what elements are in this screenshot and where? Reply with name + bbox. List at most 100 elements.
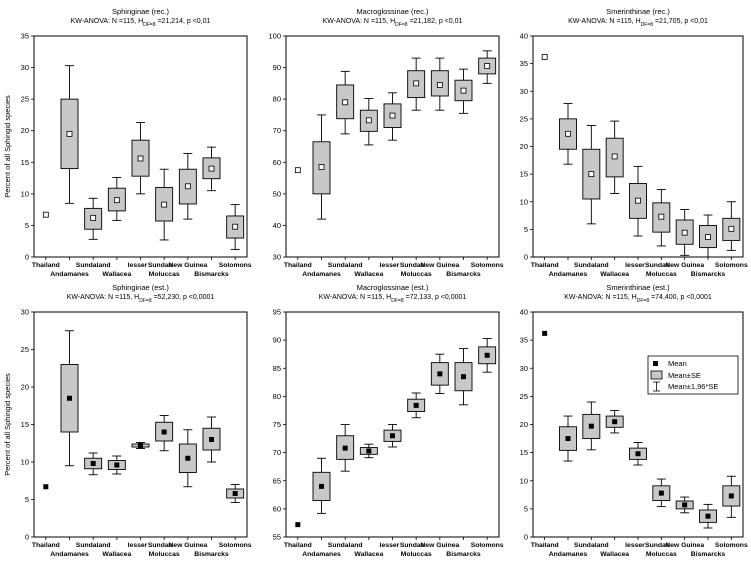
mean-marker: [413, 402, 419, 408]
category-label: Moluccas: [401, 551, 432, 558]
y-tick-label: 30: [21, 308, 29, 317]
category-label: Andamanes: [302, 551, 341, 558]
box-lesser-sundas: [131, 122, 150, 195]
mean-marker: [460, 87, 467, 94]
mean-marker: [588, 171, 595, 178]
category-label: Solomons: [219, 542, 252, 549]
box-new-guinea: [178, 152, 197, 220]
mean-marker: [635, 451, 641, 457]
box-sundaland: [582, 401, 601, 451]
category-label: lesser: [380, 542, 400, 549]
category-label: New Guinea: [420, 542, 459, 549]
legend-mean-label: Mean: [668, 359, 687, 368]
category-label: Sundas: [645, 262, 670, 269]
category-label: Bismarcks: [446, 271, 481, 278]
category-label: Sundas: [148, 542, 173, 549]
mean-marker: [728, 225, 735, 232]
y-tick-label: 5: [25, 495, 29, 504]
mean-marker: [161, 429, 167, 435]
mean-marker: [705, 513, 711, 519]
y-tick-label: 80: [273, 95, 281, 104]
category-label: Moluccas: [401, 271, 432, 278]
category-label: Thailand: [32, 542, 60, 549]
mean-marker: [184, 183, 191, 190]
legend-frame: [647, 355, 739, 395]
category-label: Sundaland: [76, 262, 111, 269]
y-tick-label: 100: [268, 32, 281, 41]
box-wallacea: [359, 98, 378, 146]
box-new-guinea: [430, 57, 449, 111]
box-moluccas: [155, 415, 174, 452]
chart-panel-6: Smerinthinae (est.) KW-ANOVA: N =115, HDF…: [520, 283, 748, 558]
mean-marker: [318, 164, 325, 170]
category-label: Andamanes: [302, 271, 341, 278]
mean-marker: [588, 423, 594, 429]
chart-panel-2: Macroglossinae (rec.) KW-ANOVA: N =115, H…: [268, 7, 503, 278]
y-tick-label: 15: [21, 420, 29, 429]
category-label: Wallacea: [600, 271, 629, 278]
category-label: Bismarcks: [691, 551, 726, 558]
box-bismarcks: [699, 214, 717, 258]
y-tick-label: 40: [520, 308, 528, 317]
y-tick-label: 70: [273, 126, 281, 135]
y-tick-label: 30: [273, 253, 281, 262]
category-label: New Guinea: [665, 542, 704, 549]
y-tick-label: 60: [273, 158, 281, 167]
box-sundaland: [84, 452, 103, 476]
mean-marker: [66, 130, 73, 137]
mean-marker: [232, 223, 239, 230]
box-moluccas: [407, 392, 426, 419]
mean-marker: [319, 483, 324, 489]
mean-marker: [90, 214, 97, 221]
category-label: Andamanes: [50, 551, 89, 558]
y-tick-label: 15: [520, 448, 528, 457]
panel-title: Smerinthinae (est.): [606, 283, 670, 292]
box-sundaland: [84, 197, 103, 240]
y-tick-label: 90: [273, 336, 281, 345]
category-label: Sundaland: [328, 542, 363, 549]
y-tick-label: 20: [520, 142, 528, 151]
y-tick-label: 20: [21, 383, 29, 392]
box-andamanes: [559, 415, 577, 462]
mean-marker: [390, 433, 395, 439]
mean-marker: [137, 155, 144, 162]
box-solomons: [722, 475, 741, 518]
category-label: Moluccas: [149, 551, 180, 558]
category-label: Moluccas: [149, 271, 180, 278]
category-label: Thailand: [32, 262, 60, 269]
panel-subtitle: KW-ANOVA: N =115, HDF=8 =74,400, p <0,00…: [564, 294, 712, 304]
mean-marker: [114, 462, 120, 468]
y-tick-label: 5: [25, 221, 29, 230]
mean-marker: [389, 112, 396, 119]
box-lesser-sundas: [383, 92, 402, 141]
mean-marker: [43, 484, 49, 490]
category-label: Wallacea: [600, 551, 629, 558]
y-tick-label: 10: [21, 458, 29, 467]
mean-marker: [366, 448, 372, 454]
category-label: Wallacea: [354, 551, 383, 558]
y-tick-label: 85: [273, 364, 281, 373]
mean-marker: [342, 445, 348, 451]
category-label: Wallacea: [102, 551, 131, 558]
y-axis-label: Percent of all Sphingid species: [3, 373, 12, 476]
category-label: Bismarcks: [446, 551, 481, 558]
y-tick-label: 25: [21, 95, 29, 104]
y-tick-label: 15: [520, 170, 528, 179]
chart-panel-4: Sphinginae (est.) KW-ANOVA: N =115, HDF=8…: [3, 283, 252, 558]
mean-marker: [113, 197, 120, 204]
mean-marker: [437, 371, 443, 377]
mean-marker: [42, 211, 49, 218]
category-label: Thailand: [531, 262, 559, 269]
category-label: lesser: [625, 542, 645, 549]
legend-se-label: Mean±SE: [668, 371, 701, 380]
panel-title: Macroglossinae (est.): [357, 283, 429, 292]
box-wallacea: [107, 455, 126, 475]
box-bismarcks: [699, 503, 717, 529]
box-wallacea: [605, 120, 624, 194]
box-sundaland: [336, 424, 355, 472]
y-tick-label: 40: [520, 32, 528, 41]
y-tick-label: 80: [273, 392, 281, 401]
panel-title: Sphinginae (rec.): [112, 7, 170, 16]
y-tick-label: 20: [21, 126, 29, 135]
